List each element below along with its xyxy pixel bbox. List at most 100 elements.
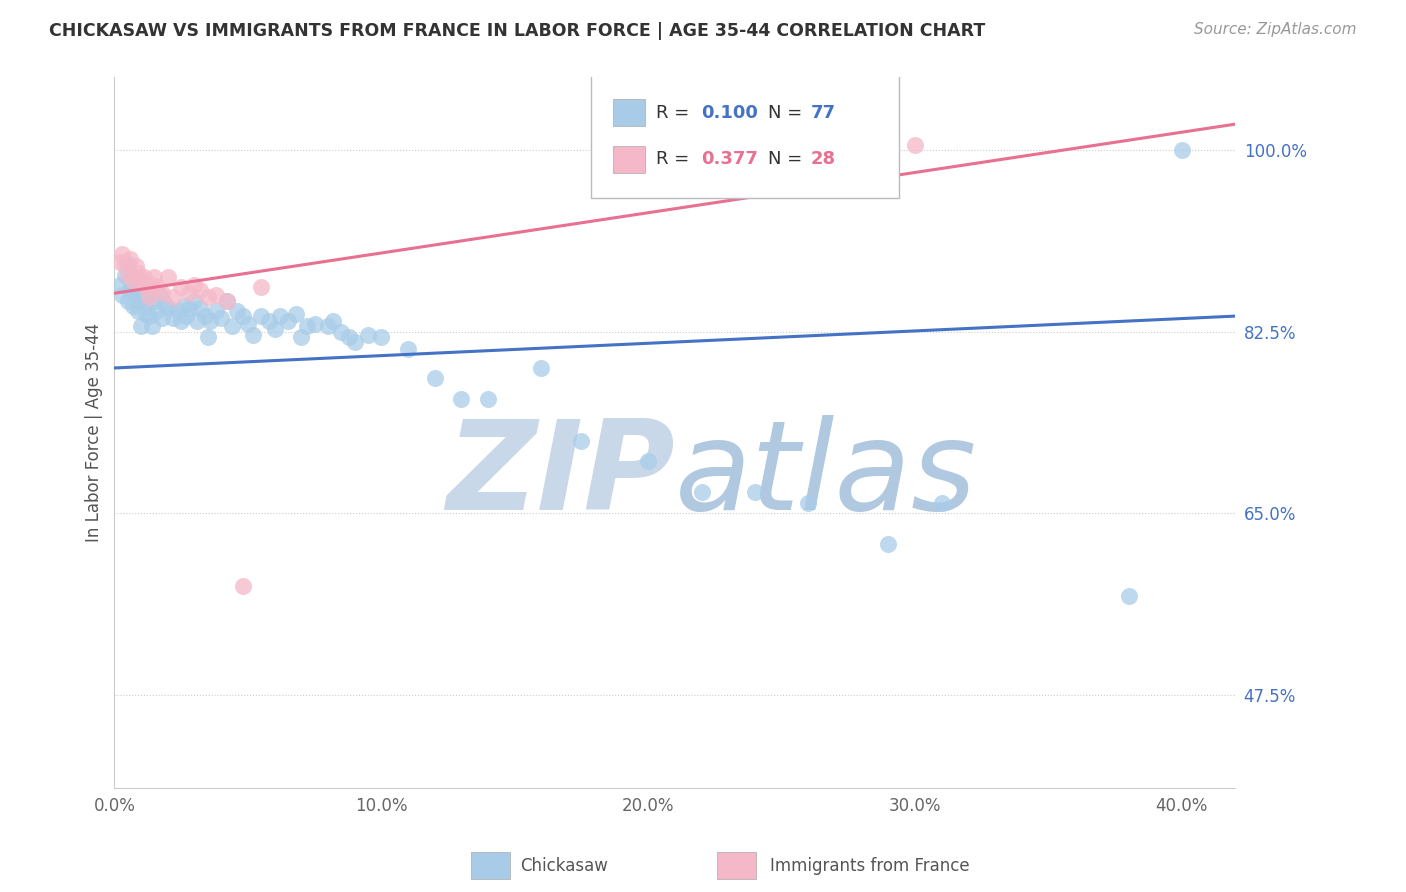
Point (114, 268, 136, 282)
Point (571, 434, 593, 448)
Point (396, 343, 419, 357)
Point (176, 309, 198, 323)
Point (226, 304, 249, 318)
Point (330, 325, 353, 339)
Text: 28: 28 (810, 150, 835, 169)
FancyBboxPatch shape (613, 145, 644, 173)
Point (120, 283, 142, 297)
Text: Chickasaw: Chickasaw (520, 857, 609, 875)
Point (188, 283, 211, 297)
Point (205, 304, 228, 318)
Point (125, 260, 148, 274)
Point (877, 537, 900, 551)
Point (153, 296, 176, 310)
Point (132, 269, 155, 284)
Point (152, 286, 174, 301)
Point (138, 309, 160, 323)
Point (179, 286, 201, 301)
Point (450, 392, 472, 406)
Text: 0.100: 0.100 (700, 104, 758, 122)
Point (132, 276, 155, 290)
Point (236, 318, 259, 332)
Point (231, 309, 253, 323)
Point (242, 327, 264, 342)
Text: ZIP: ZIP (446, 415, 675, 536)
Point (122, 299, 145, 313)
Point (530, 361, 553, 376)
Point (146, 304, 169, 318)
Point (370, 330, 392, 344)
Point (135, 280, 157, 294)
Point (357, 327, 380, 342)
Text: N =: N = (768, 150, 808, 169)
FancyBboxPatch shape (613, 100, 644, 127)
Point (117, 268, 139, 282)
Point (1171, 143, 1194, 157)
Point (197, 290, 219, 304)
Point (138, 290, 160, 304)
Text: atlas: atlas (675, 415, 977, 536)
Point (183, 277, 205, 292)
Point (149, 288, 172, 302)
Point (146, 280, 169, 294)
Point (135, 293, 157, 308)
Point (117, 293, 139, 308)
Point (122, 273, 145, 287)
Point (108, 277, 131, 292)
Point (111, 247, 134, 261)
Point (162, 290, 184, 304)
Point (129, 288, 152, 302)
Point (183, 293, 205, 308)
FancyBboxPatch shape (591, 74, 898, 198)
Point (141, 319, 163, 334)
Text: Immigrants from France: Immigrants from France (770, 857, 970, 875)
Point (135, 307, 157, 321)
Point (690, 485, 713, 500)
Point (141, 277, 163, 292)
Point (179, 301, 201, 315)
Text: 0.377: 0.377 (700, 150, 758, 169)
Point (904, 137, 927, 152)
Point (337, 330, 360, 344)
Point (111, 288, 134, 302)
Point (162, 311, 184, 326)
Text: 77: 77 (810, 104, 835, 122)
Point (200, 314, 222, 328)
Point (125, 286, 148, 301)
Point (263, 321, 285, 335)
Point (316, 319, 339, 334)
Point (209, 311, 232, 326)
Point (186, 314, 208, 328)
Point (120, 273, 142, 287)
Point (197, 330, 219, 344)
Point (188, 301, 211, 315)
Point (194, 309, 217, 323)
Point (304, 318, 326, 332)
Point (221, 319, 243, 334)
Point (423, 371, 446, 385)
Point (120, 252, 142, 266)
Text: R =: R = (655, 104, 695, 122)
Point (156, 301, 179, 315)
Point (205, 288, 228, 302)
Text: N =: N = (768, 104, 808, 122)
Point (277, 314, 299, 328)
Point (114, 257, 136, 271)
Point (477, 392, 499, 406)
Point (257, 314, 280, 328)
Point (637, 454, 659, 468)
Point (152, 311, 174, 326)
Point (143, 269, 166, 284)
Point (173, 299, 195, 313)
Point (122, 277, 145, 292)
Text: CHICKASAW VS IMMIGRANTS FROM FRANCE IN LABOR FORCE | AGE 35-44 CORRELATION CHART: CHICKASAW VS IMMIGRANTS FROM FRANCE IN L… (49, 22, 986, 40)
Point (744, 485, 766, 500)
Text: Source: ZipAtlas.com: Source: ZipAtlas.com (1194, 22, 1357, 37)
Point (108, 255, 131, 269)
Point (290, 330, 312, 344)
Point (250, 309, 273, 323)
Point (215, 293, 238, 308)
Point (322, 314, 344, 328)
Point (1118, 589, 1140, 603)
Point (127, 266, 149, 280)
